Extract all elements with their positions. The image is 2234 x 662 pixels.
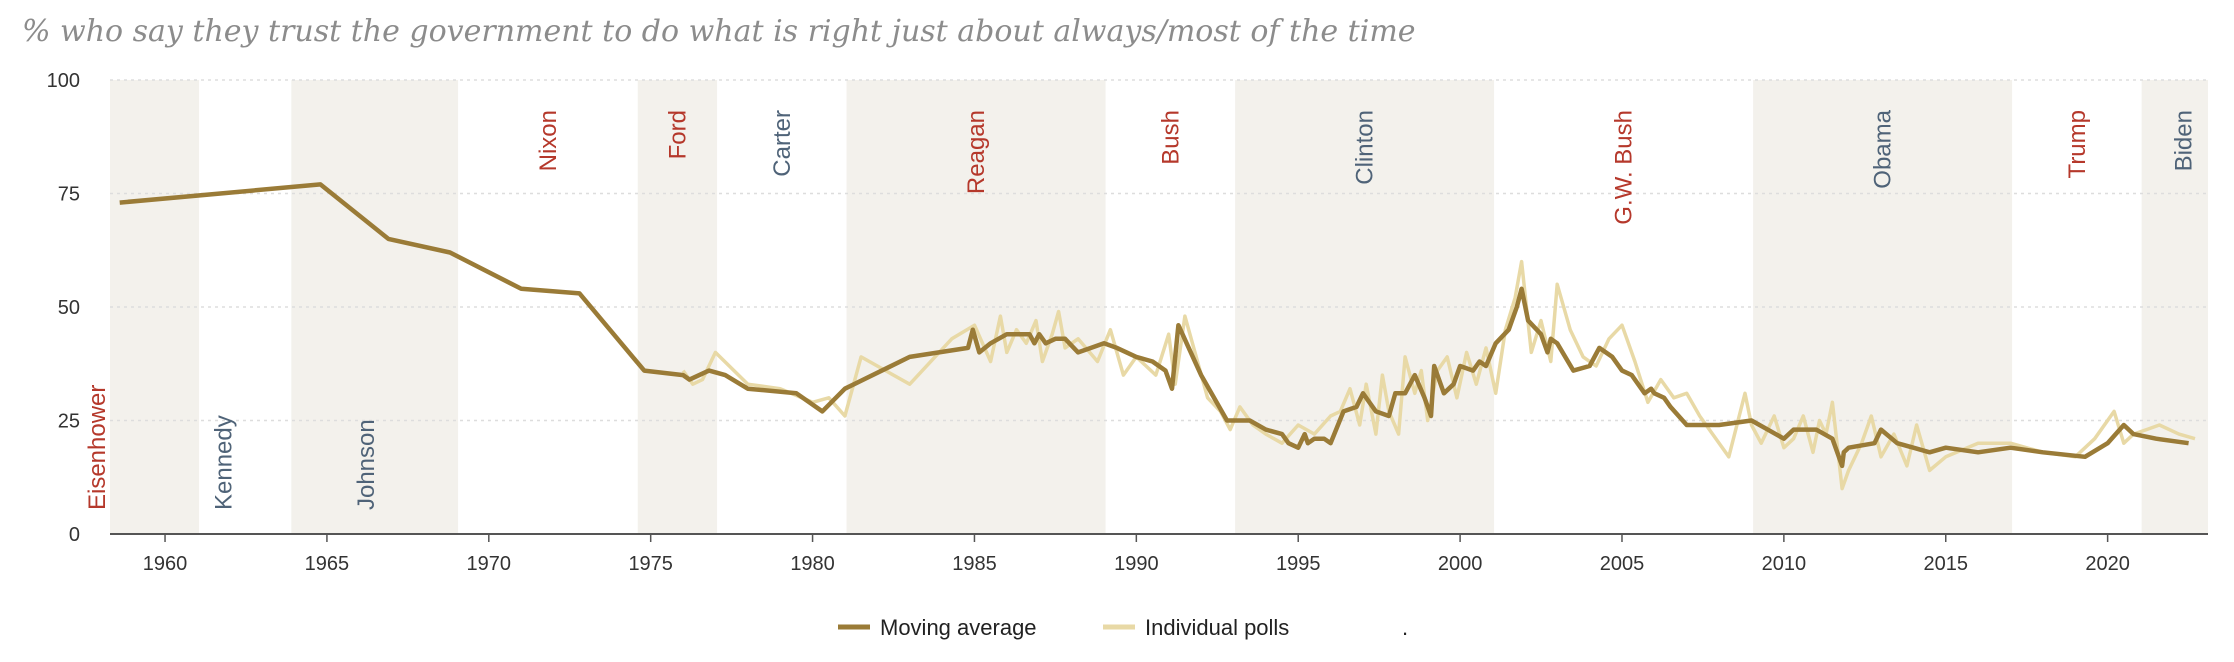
legend-label-individual-polls: Individual polls <box>1145 615 1289 640</box>
x-tick-label: 1975 <box>628 553 673 575</box>
x-tick-label: 1985 <box>952 553 997 575</box>
series-lines <box>119 182 2196 491</box>
y-tick-label: 50 <box>58 297 80 319</box>
x-tick-label: 2015 <box>1924 553 1969 575</box>
president-label: G.W. Bush <box>1611 110 1638 225</box>
y-tick-label: 100 <box>47 70 80 92</box>
president-label: Ford <box>664 110 691 159</box>
moving-average-line <box>119 182 2189 469</box>
x-tick-label: 1965 <box>305 553 350 575</box>
legend: Moving average Individual polls. <box>838 615 1408 640</box>
president-label: Biden <box>2171 110 2198 171</box>
x-tick-label: 1980 <box>790 553 835 575</box>
y-axis: 0 25 50 75 100 <box>47 70 80 546</box>
y-tick-label: 75 <box>58 184 80 206</box>
president-label: Eisenhower <box>84 385 111 510</box>
y-tick-label: 25 <box>58 411 80 433</box>
president-label: Clinton <box>1352 110 1379 185</box>
president-label: Carter <box>769 110 796 177</box>
term-band <box>291 80 459 534</box>
x-tick-label: 1970 <box>467 553 512 575</box>
x-axis: 1960 1965 1970 1975 1980 1985 1990 1995 2000 2005… <box>110 533 2208 575</box>
chart-title: % who say they trust the government to d… <box>22 14 1416 49</box>
x-tick-label: 2000 <box>1438 553 1483 575</box>
president-label: Johnson <box>353 419 380 510</box>
president-label: Obama <box>1870 109 1897 188</box>
president-label: Trump <box>2064 110 2091 178</box>
x-tick-label: 2010 <box>1762 553 1807 575</box>
individual-polls-line <box>681 259 2196 491</box>
x-tick-label: 1995 <box>1276 553 1321 575</box>
president-label: Reagan <box>963 110 990 194</box>
x-tick-label: 1990 <box>1114 553 1159 575</box>
president-label: Bush <box>1157 110 1184 165</box>
x-tick-label: 2020 <box>2085 553 2130 575</box>
legend-extra-mark: . <box>1402 615 1408 640</box>
x-tick-label: 2005 <box>1600 553 1645 575</box>
legend-label-moving-average: Moving average <box>880 615 1037 640</box>
president-label: Nixon <box>535 110 562 171</box>
x-tick-label: 1960 <box>143 553 188 575</box>
y-tick-label: 0 <box>69 524 80 546</box>
president-labels: Eisenhower Kennedy Johnson Nixon Ford Carter R… <box>84 109 2198 510</box>
president-label: Kennedy <box>211 415 238 510</box>
